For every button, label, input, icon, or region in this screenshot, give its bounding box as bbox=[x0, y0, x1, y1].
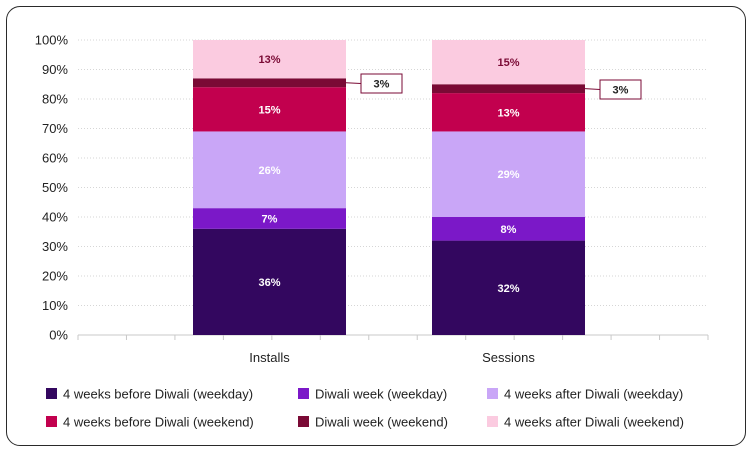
bar-segment bbox=[432, 84, 585, 94]
bar-segment bbox=[193, 87, 346, 132]
data-label: 13% bbox=[497, 107, 519, 119]
data-label: 32% bbox=[497, 283, 519, 295]
legend-label: Diwali week (weekend) bbox=[315, 415, 448, 430]
legend-label: 4 weeks after Diwali (weekday) bbox=[504, 387, 683, 402]
data-label: 29% bbox=[497, 169, 519, 181]
legend-label: Diwali week (weekday) bbox=[315, 387, 447, 402]
legend-label: 4 weeks before Diwali (weekend) bbox=[63, 415, 254, 430]
data-label: 8% bbox=[501, 224, 517, 236]
y-tick-label: 70% bbox=[42, 121, 68, 136]
x-category-label: Installs bbox=[249, 350, 290, 365]
legend-swatch bbox=[298, 416, 309, 427]
data-label: 3% bbox=[613, 85, 629, 97]
bar-segment bbox=[432, 217, 585, 241]
data-label: 26% bbox=[258, 165, 280, 177]
legend-swatch bbox=[487, 388, 498, 399]
data-label: 3% bbox=[374, 79, 390, 91]
bar-segment bbox=[193, 131, 346, 209]
data-label: 13% bbox=[258, 54, 280, 66]
y-tick-label: 50% bbox=[42, 180, 68, 195]
callout-box bbox=[599, 79, 642, 100]
bar-segment bbox=[432, 40, 585, 85]
legend-swatch bbox=[46, 388, 57, 399]
y-tick-label: 100% bbox=[35, 33, 69, 48]
bar-segment bbox=[193, 40, 346, 79]
data-label: 7% bbox=[262, 213, 278, 225]
y-tick-label: 0% bbox=[49, 328, 68, 343]
legend-label: 4 weeks before Diwali (weekday) bbox=[63, 387, 253, 402]
legend-swatch bbox=[46, 416, 57, 427]
bar-segment bbox=[432, 131, 585, 217]
y-tick-label: 90% bbox=[42, 62, 68, 77]
legend-swatch bbox=[487, 416, 498, 427]
y-tick-label: 30% bbox=[42, 239, 68, 254]
callout-leader-line bbox=[584, 88, 601, 90]
bar-segment bbox=[193, 208, 346, 229]
legend-label: 4 weeks after Diwali (weekend) bbox=[504, 415, 684, 430]
bar-segment bbox=[193, 78, 346, 88]
callout-leader-line bbox=[345, 82, 362, 84]
bar-segment bbox=[432, 240, 585, 335]
bar-segment bbox=[432, 93, 585, 132]
x-category-label: Sessions bbox=[482, 350, 535, 365]
y-tick-label: 10% bbox=[42, 298, 68, 313]
legend-swatch bbox=[298, 388, 309, 399]
y-tick-label: 40% bbox=[42, 210, 68, 225]
y-tick-label: 60% bbox=[42, 151, 68, 166]
y-tick-label: 20% bbox=[42, 269, 68, 284]
data-label: 15% bbox=[497, 57, 519, 69]
y-tick-label: 80% bbox=[42, 92, 68, 107]
data-label: 36% bbox=[258, 277, 280, 289]
data-label: 15% bbox=[258, 104, 280, 116]
bar-segment bbox=[193, 228, 346, 335]
callout-box bbox=[360, 73, 403, 94]
